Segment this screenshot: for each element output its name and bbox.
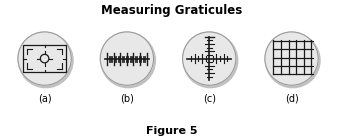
Circle shape: [19, 33, 73, 88]
Text: (a): (a): [38, 93, 51, 103]
Text: (c): (c): [203, 93, 216, 103]
Circle shape: [183, 33, 238, 88]
Text: (d): (d): [285, 93, 298, 103]
Circle shape: [182, 32, 236, 85]
Circle shape: [265, 32, 318, 85]
Text: Measuring Graticules: Measuring Graticules: [101, 4, 242, 17]
Circle shape: [101, 33, 155, 88]
Text: Figure 5: Figure 5: [146, 126, 197, 136]
Text: (b): (b): [120, 93, 134, 103]
Circle shape: [265, 33, 320, 88]
Circle shape: [100, 32, 154, 85]
Bar: [23, 45, 66, 72]
Circle shape: [18, 32, 71, 85]
